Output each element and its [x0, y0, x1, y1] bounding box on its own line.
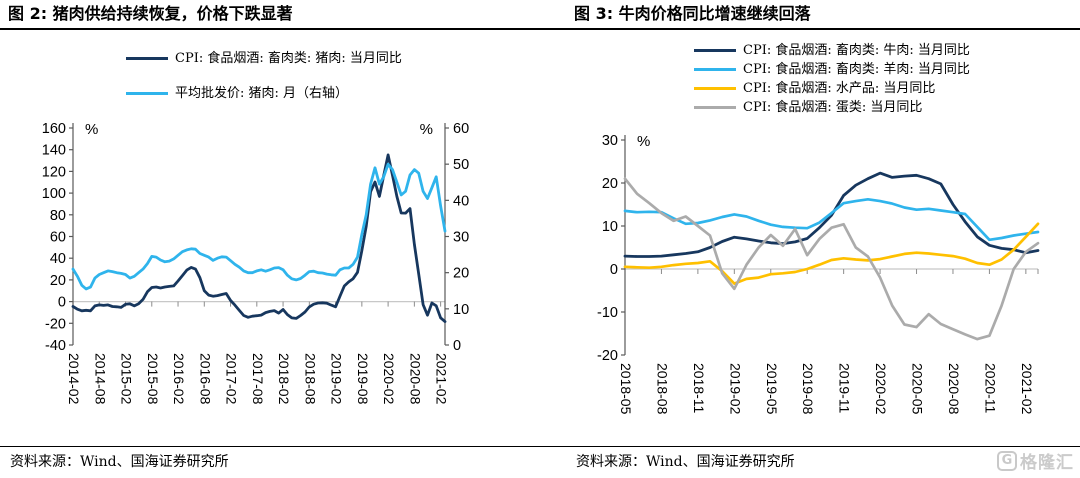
x-tick-label: 2019-08: [800, 363, 816, 415]
y-tick-label-left: 80: [50, 208, 66, 224]
egg-cpi-swatch: [694, 105, 736, 110]
y-tick-label-right: 10: [453, 302, 469, 318]
y-tick-label-left: 20: [602, 176, 618, 192]
x-tick-label: 2018-02: [276, 353, 292, 405]
legend-label-pork-cpi: CPI: 食品烟酒: 畜肉类: 猪肉: 当月同比: [175, 51, 402, 66]
y-tick-label-left: 140: [42, 143, 66, 159]
figure-3-chart: -20 -10 0 10 20 30 % 2018-05 2018-08 2018-11 2019-…: [597, 133, 1040, 415]
x-tick-label: 2019-08: [355, 353, 371, 405]
legend-item-egg-cpi: CPI: 食品烟酒: 蛋类: 当月同比: [694, 99, 1080, 114]
series-line-egg-cpi: [623, 177, 1040, 341]
x-tick-label: 2018-11: [691, 363, 707, 414]
y-tick-label-left: 60: [50, 230, 66, 246]
y-tick-label-right: 40: [453, 193, 469, 209]
legend-item-pork-cpi: CPI: 食品烟酒: 畜肉类: 猪肉: 当月同比: [126, 50, 540, 67]
x-tick-label: 2018-08: [302, 353, 318, 405]
y-tick-label-left: 0: [610, 262, 618, 278]
x-tick-label: 2015-08: [145, 353, 161, 405]
x-tick-label: 2015-02: [119, 353, 135, 405]
x-tick-label: 2020-02: [381, 353, 397, 405]
series-line-beef-cpi: [623, 171, 1040, 258]
x-tick-label: 2020-11: [982, 363, 998, 414]
figure-2-title: 图 2: 猪肉供给持续恢复，价格下跌显著: [0, 0, 540, 30]
y-tick-label-left: 120: [42, 164, 66, 180]
y-tick-label-left: 160: [42, 121, 66, 137]
y-tick-label-left: 40: [50, 251, 66, 267]
legend-item-beef-cpi: CPI: 食品烟酒: 畜肉类: 牛肉: 当月同比: [694, 42, 1080, 59]
series-line-pork-wholesale-price: [71, 162, 447, 291]
y-tick-label-left: 30: [602, 133, 618, 149]
gelonghui-logo: G 格隆汇: [997, 448, 1074, 473]
y-tick-label-right: 50: [453, 157, 469, 173]
y-axis-unit-left: %: [637, 133, 650, 150]
y-axis-unit-left: %: [85, 121, 98, 138]
x-tick-label: 2020-08: [407, 353, 423, 405]
x-tick-label: 2016-08: [197, 353, 213, 405]
x-tick-label: 2021-02: [434, 353, 450, 405]
x-tick-label: 2019-02: [329, 353, 345, 405]
y-tick-label-left: -10: [597, 305, 618, 321]
x-tick-label: 2014-02: [66, 353, 82, 405]
y-tick-label-left: 10: [602, 219, 618, 235]
legend-label-mutton-cpi: CPI: 食品烟酒: 畜肉类: 羊肉: 当月同比: [743, 62, 970, 77]
gelonghui-logo-icon: G: [997, 450, 1017, 471]
y-tick-label-right: 0: [453, 338, 461, 354]
x-tick-label: 2014-08: [92, 353, 108, 405]
mutton-cpi-swatch: [694, 67, 736, 72]
legend-item-mutton-cpi: CPI: 食品烟酒: 畜肉类: 羊肉: 当月同比: [694, 61, 1080, 78]
y-tick-label-left: 20: [50, 273, 66, 289]
y-tick-label-right: 20: [453, 266, 469, 282]
beef-cpi-swatch: [694, 48, 736, 53]
figure-2-legend: CPI: 食品烟酒: 畜肉类: 猪肉: 当月同比 平均批发价: 猪肉: 月（右轴）: [0, 30, 540, 114]
legend-item-aquatic-cpi: CPI: 食品烟酒: 水产品: 当月同比: [694, 80, 1080, 97]
y-tick-label-left: 0: [58, 295, 66, 311]
x-tick-label: 2019-05: [764, 363, 780, 415]
legend-item-pork-wholesale-price: 平均批发价: 猪肉: 月（右轴）: [126, 85, 540, 102]
figure-3-title: 图 3: 牛肉价格同比增速继续回落: [540, 0, 1080, 30]
x-tick-label: 2016-02: [171, 353, 187, 405]
legend-label-pork-wholesale-price: 平均批发价: 猪肉: 月（右轴）: [175, 86, 349, 101]
x-tick-label: 2020-08: [946, 363, 962, 415]
series-line-pork-cpi: [71, 153, 447, 324]
x-tick-label: 2018-05: [618, 363, 634, 415]
legend-label-egg-cpi: CPI: 食品烟酒: 蛋类: 当月同比: [743, 100, 923, 114]
figure-2-chart: -40 -20 0 20 40 60 80 100 120 140 160 % 0 10 20 30 40 50 6…: [42, 121, 469, 405]
y-tick-label-left: -20: [45, 316, 66, 332]
figure-2-panel: 图 2: 猪肉供给持续恢复，价格下跌显著 CPI: 食品烟酒: 畜肉类: 猪肉:…: [0, 0, 540, 478]
y-tick-label-left: 100: [42, 186, 66, 202]
gelonghui-logo-text: 格隆汇: [1020, 453, 1074, 473]
y-tick-label-right: 30: [453, 230, 469, 246]
figure-3-panel: 图 3: 牛肉价格同比增速继续回落 CPI: 食品烟酒: 畜肉类: 牛肉: 当月…: [540, 0, 1080, 478]
y-tick-label-right: 60: [453, 121, 469, 137]
pork-wholesale-price-swatch: [126, 91, 168, 96]
pork-cpi-swatch: [126, 56, 168, 61]
x-tick-label: 2019-02: [727, 363, 743, 415]
x-tick-label: 2018-08: [654, 363, 670, 415]
figure-3-legend: CPI: 食品烟酒: 畜肉类: 牛肉: 当月同比 CPI: 食品烟酒: 畜肉类: …: [540, 30, 1080, 114]
y-axis-unit-right: %: [420, 121, 433, 138]
y-tick-label-left: -20: [597, 348, 618, 364]
x-tick-label: 2017-02: [224, 353, 240, 405]
x-tick-label: 2019-11: [837, 363, 853, 414]
figure-2-source: 资料来源：Wind、国海证券研究所: [0, 446, 540, 478]
y-tick-label-left: -40: [45, 338, 66, 354]
x-tick-label: 2017-08: [250, 353, 266, 405]
series-line-aquatic-cpi: [623, 222, 1040, 285]
x-tick-label: 2020-02: [873, 363, 889, 415]
legend-label-beef-cpi: CPI: 食品烟酒: 畜肉类: 牛肉: 当月同比: [743, 43, 970, 58]
figure-3-source: 资料来源：Wind、国海证券研究所: [540, 446, 1080, 478]
aquatic-cpi-swatch: [694, 86, 736, 91]
legend-label-aquatic-cpi: CPI: 食品烟酒: 水产品: 当月同比: [743, 81, 936, 96]
x-tick-label: 2020-05: [910, 363, 926, 415]
x-tick-label: 2021-02: [1019, 363, 1035, 415]
